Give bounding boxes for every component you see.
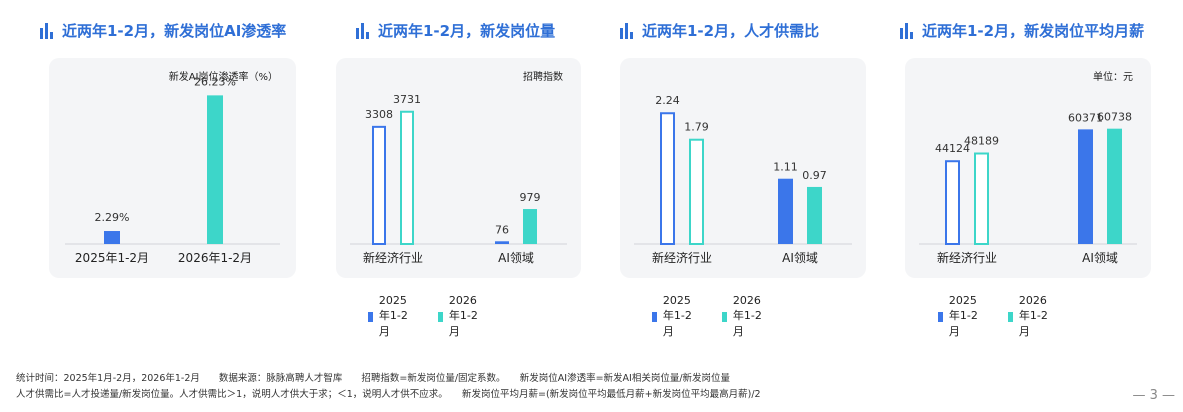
unit-label: 招聘指数 — [523, 72, 563, 83]
panel-title: 近两年1-2月，新发岗位平均月薪 — [900, 20, 1144, 41]
bar-2026 — [807, 186, 822, 244]
chart-title: 近两年1-2月，新发岗位平均月薪 — [922, 22, 1145, 40]
panel-title: 近两年1-2月，新发岗位量 — [356, 20, 555, 41]
bar-2025 — [372, 125, 386, 245]
data-label: 1.79 — [684, 121, 709, 134]
bar-2026 — [523, 209, 537, 244]
chart-card: 单位：元 44124 48189 新经济行业 60371 60738 AI领域 — [905, 58, 1151, 278]
legend-item-2026: 2026年1-2月 — [438, 294, 482, 339]
chart-svg: 2.29% 2025年1-2月 26.23% 2026年1-2月 — [65, 75, 280, 265]
data-label: 979 — [520, 191, 541, 204]
footnote-line-1: 统计时间：2025年1月-2月，2026年1-2月 数据来源：脉脉高聘人才智库 … — [16, 373, 731, 384]
legend-label: 2025年1-2月 — [662, 294, 692, 338]
bar-chart-icon — [900, 22, 913, 39]
data-label: 60738 — [1097, 111, 1132, 124]
x-tick-label: 新经济行业 — [363, 250, 423, 265]
unit-label: 新发AI岗位渗透率（%） — [168, 72, 278, 83]
data-label: 60371 — [1068, 111, 1103, 124]
bar-chart-icon — [40, 22, 53, 39]
x-tick-label: AI领域 — [782, 251, 818, 265]
bar-2026 — [400, 110, 414, 245]
data-label: 3731 — [393, 93, 421, 106]
bar-2025 — [660, 112, 675, 246]
bar-2025 — [495, 241, 509, 244]
legend-item-2025: 2025年1-2月 — [938, 294, 982, 339]
x-tick-label: 新经济行业 — [937, 250, 997, 265]
data-label: 1.11 — [773, 161, 798, 174]
legend: 2025年1-2月 2026年1-2月 — [652, 294, 792, 339]
x-tick-label: AI领域 — [1082, 251, 1118, 265]
panel-title: 近两年1-2月，新发岗位AI渗透率 — [40, 20, 286, 41]
x-tick-label: AI领域 — [498, 251, 534, 265]
legend-item-2025: 2025年1-2月 — [652, 294, 696, 339]
legend-label: 2025年1-2月 — [378, 294, 408, 338]
panel-title: 近两年1-2月，人才供需比 — [620, 20, 819, 41]
data-label: 2.24 — [655, 94, 680, 107]
legend-label: 2026年1-2月 — [732, 294, 762, 338]
chart-card: 2.24 1.79 新经济行业 1.11 0.97 AI领域 — [620, 58, 866, 278]
chart-title: 近两年1-2月，人才供需比 — [642, 22, 820, 40]
chart-svg: 2.24 1.79 新经济行业 1.11 0.97 AI领域 — [634, 94, 852, 265]
bar-chart-icon — [356, 22, 369, 39]
chart-card: 招聘指数 3308 3731 新经济行业 76 979 AI领域 — [336, 58, 581, 278]
x-tick-label: 2025年1-2月 — [75, 251, 149, 265]
legend-swatch — [652, 311, 657, 322]
legend-swatch — [438, 311, 443, 322]
legend-swatch — [938, 311, 943, 322]
legend: 2025年1-2月 2026年1-2月 — [368, 294, 508, 339]
bar-2025 — [945, 160, 960, 245]
legend: 2025年1-2月 2026年1-2月 — [938, 294, 1078, 339]
legend-swatch — [722, 311, 727, 322]
legend-label: 2026年1-2月 — [448, 294, 478, 338]
legend-swatch — [368, 311, 373, 322]
data-label: 48189 — [964, 135, 999, 148]
data-label: 26.23% — [194, 75, 236, 88]
data-label: 0.97 — [802, 169, 827, 182]
legend-item-2025: 2025年1-2月 — [368, 294, 412, 339]
bar-2026 — [689, 138, 704, 245]
data-label: 3308 — [365, 108, 393, 121]
data-label: 44124 — [935, 142, 970, 155]
bar — [104, 231, 120, 244]
legend-label: 2026年1-2月 — [1018, 294, 1048, 338]
data-label: 76 — [495, 223, 509, 236]
legend-item-2026: 2026年1-2月 — [722, 294, 766, 339]
legend-label: 2025年1-2月 — [948, 294, 978, 338]
bar-2025 — [1078, 129, 1093, 244]
unit-label: 单位：元 — [1093, 72, 1133, 83]
bar-2026 — [1107, 128, 1122, 244]
bar-2025 — [778, 178, 793, 244]
bar-2026 — [974, 152, 989, 245]
bar-chart-icon — [620, 22, 633, 39]
footnote-line-2: 人才供需比=人才投递量/新发岗位量。人才供需比＞1，说明人才供大于求；＜1，说明… — [16, 389, 761, 400]
chart-card: 新发AI岗位渗透率（%） 2.29% 2025年1-2月 26.23% 2026年1-… — [49, 58, 296, 278]
page-number: — 3 — — [1132, 388, 1175, 403]
data-label: 2.29% — [95, 211, 130, 224]
bar — [207, 95, 223, 244]
legend-swatch — [1008, 311, 1013, 322]
legend-item-2026: 2026年1-2月 — [1008, 294, 1052, 339]
x-tick-label: 新经济行业 — [652, 250, 712, 265]
chart-title: 近两年1-2月，新发岗位量 — [378, 22, 556, 40]
chart-title: 近两年1-2月，新发岗位AI渗透率 — [62, 22, 287, 40]
x-tick-label: 2026年1-2月 — [178, 251, 252, 265]
